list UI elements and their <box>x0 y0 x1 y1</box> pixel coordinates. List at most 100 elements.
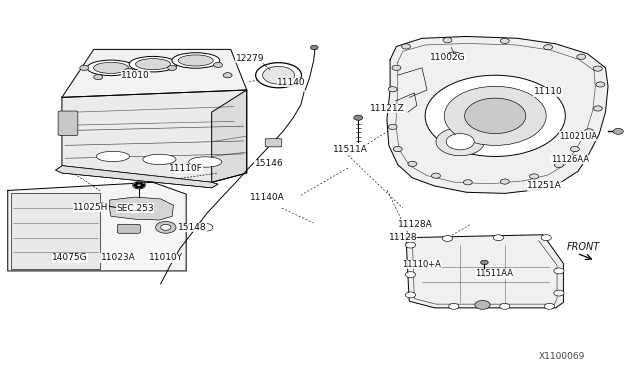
Ellipse shape <box>136 59 171 70</box>
Circle shape <box>134 185 136 186</box>
Circle shape <box>425 75 565 157</box>
FancyBboxPatch shape <box>117 224 140 233</box>
Text: SEC.253: SEC.253 <box>116 203 154 213</box>
Circle shape <box>132 182 145 189</box>
Text: X1100069: X1100069 <box>539 352 586 361</box>
Text: 12279: 12279 <box>236 54 264 63</box>
Text: 11128A: 11128A <box>398 220 433 229</box>
Text: 11110+A: 11110+A <box>403 260 442 269</box>
Polygon shape <box>62 90 246 182</box>
Circle shape <box>500 304 510 310</box>
Circle shape <box>530 174 539 179</box>
Text: 11010: 11010 <box>121 71 150 80</box>
Circle shape <box>99 203 106 208</box>
Ellipse shape <box>448 52 460 56</box>
Circle shape <box>463 180 472 185</box>
Text: 11511AA: 11511AA <box>475 269 513 278</box>
Circle shape <box>140 186 142 188</box>
Text: 14075G: 14075G <box>52 253 88 263</box>
Ellipse shape <box>93 62 129 73</box>
Text: 11025H: 11025H <box>73 203 108 212</box>
Circle shape <box>493 235 504 241</box>
Ellipse shape <box>97 151 129 161</box>
Text: 11126AA: 11126AA <box>551 155 589 164</box>
Ellipse shape <box>255 62 301 88</box>
Ellipse shape <box>143 154 176 164</box>
Circle shape <box>596 82 605 87</box>
Circle shape <box>136 183 138 184</box>
Circle shape <box>140 183 142 184</box>
Polygon shape <box>406 235 563 308</box>
Text: 11021UA: 11021UA <box>559 132 597 141</box>
Circle shape <box>613 128 623 134</box>
Circle shape <box>310 45 318 50</box>
Text: 11110: 11110 <box>534 87 563 96</box>
Circle shape <box>577 54 586 60</box>
Circle shape <box>80 65 89 70</box>
Circle shape <box>354 115 363 120</box>
FancyBboxPatch shape <box>58 111 78 135</box>
Text: 11002G: 11002G <box>429 53 465 62</box>
Ellipse shape <box>262 66 294 84</box>
Text: 11251A: 11251A <box>527 182 562 190</box>
Circle shape <box>141 185 144 186</box>
Circle shape <box>200 224 213 231</box>
Circle shape <box>124 68 133 73</box>
Polygon shape <box>387 36 608 193</box>
Text: 11023A: 11023A <box>100 253 136 263</box>
Polygon shape <box>11 193 100 269</box>
Circle shape <box>405 292 415 298</box>
Circle shape <box>408 161 417 166</box>
Circle shape <box>481 260 488 264</box>
Circle shape <box>94 74 102 80</box>
Polygon shape <box>62 49 246 97</box>
Circle shape <box>444 86 546 145</box>
Circle shape <box>443 38 452 43</box>
Text: 11511A: 11511A <box>333 145 368 154</box>
Circle shape <box>570 147 579 152</box>
Circle shape <box>168 65 177 70</box>
Circle shape <box>161 224 171 230</box>
Circle shape <box>436 128 484 156</box>
Text: FRONT: FRONT <box>567 242 600 252</box>
Circle shape <box>500 179 509 184</box>
Ellipse shape <box>189 157 222 167</box>
Circle shape <box>214 62 223 67</box>
Circle shape <box>388 124 397 129</box>
Text: 11140: 11140 <box>277 78 306 87</box>
Text: 15148: 15148 <box>179 223 207 232</box>
Circle shape <box>405 242 415 248</box>
Polygon shape <box>212 90 246 182</box>
Circle shape <box>584 129 593 134</box>
Circle shape <box>394 147 402 152</box>
Circle shape <box>405 272 415 278</box>
Circle shape <box>593 106 602 111</box>
Circle shape <box>544 304 554 310</box>
Circle shape <box>475 301 490 310</box>
Circle shape <box>431 173 440 178</box>
Text: 11121Z: 11121Z <box>369 104 404 113</box>
Circle shape <box>554 268 564 274</box>
Text: 11110F: 11110F <box>169 164 203 173</box>
Ellipse shape <box>87 60 135 76</box>
Ellipse shape <box>172 53 220 68</box>
Circle shape <box>543 45 552 50</box>
Text: 11140A: 11140A <box>250 193 285 202</box>
Circle shape <box>446 134 474 150</box>
Circle shape <box>554 290 564 296</box>
Circle shape <box>449 304 459 310</box>
Ellipse shape <box>129 57 177 72</box>
Text: 11010Y: 11010Y <box>148 253 183 263</box>
Text: 11128: 11128 <box>388 233 417 242</box>
Circle shape <box>223 73 232 78</box>
Polygon shape <box>8 182 186 271</box>
Circle shape <box>401 44 410 49</box>
Circle shape <box>500 38 509 44</box>
Circle shape <box>388 87 397 92</box>
Circle shape <box>554 162 563 167</box>
Circle shape <box>442 235 452 241</box>
Circle shape <box>141 185 144 186</box>
Ellipse shape <box>178 55 213 66</box>
Circle shape <box>156 221 176 233</box>
Polygon shape <box>56 166 218 188</box>
